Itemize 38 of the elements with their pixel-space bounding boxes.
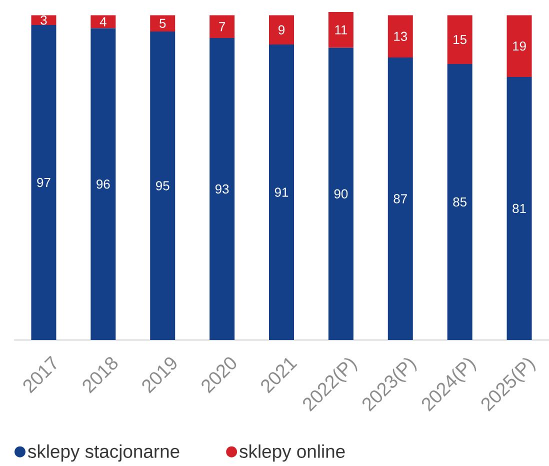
bar	[90, 28, 116, 340]
bar	[328, 12, 354, 48]
bar	[150, 31, 176, 340]
bar	[506, 76, 532, 340]
bar	[388, 57, 413, 340]
data-label: 11	[335, 25, 348, 34]
bar	[150, 15, 176, 32]
data-label: 4	[100, 17, 106, 26]
data-label: 90	[334, 189, 348, 198]
data-label: 19	[513, 42, 526, 51]
data-label: 5	[160, 18, 166, 28]
data-label: 15	[454, 35, 466, 44]
data-label: 3	[40, 16, 47, 25]
data-label: 93	[215, 184, 229, 194]
data-label: 9	[278, 25, 284, 34]
data-label: 97	[37, 178, 50, 188]
bar	[388, 15, 413, 58]
bar	[328, 48, 354, 340]
bar	[31, 15, 56, 25]
bar	[90, 15, 116, 28]
data-label: 95	[156, 181, 170, 190]
data-label: 87	[394, 194, 407, 204]
bar	[210, 15, 235, 38]
data-label: 81	[512, 204, 526, 214]
data-label: 7	[219, 22, 225, 32]
bar	[506, 15, 532, 77]
bar	[210, 38, 235, 340]
bar	[269, 15, 294, 44]
legend-label: sklepy stacjonarne	[28, 444, 180, 462]
bar	[269, 44, 294, 340]
data-label: 13	[394, 32, 408, 41]
bar	[447, 64, 472, 340]
data-label: 91	[274, 188, 288, 197]
data-label: 96	[96, 180, 110, 189]
legend-label: sklepy online	[240, 444, 345, 462]
data-label: 85	[453, 197, 466, 207]
bar	[31, 24, 56, 340]
bar	[447, 15, 472, 64]
